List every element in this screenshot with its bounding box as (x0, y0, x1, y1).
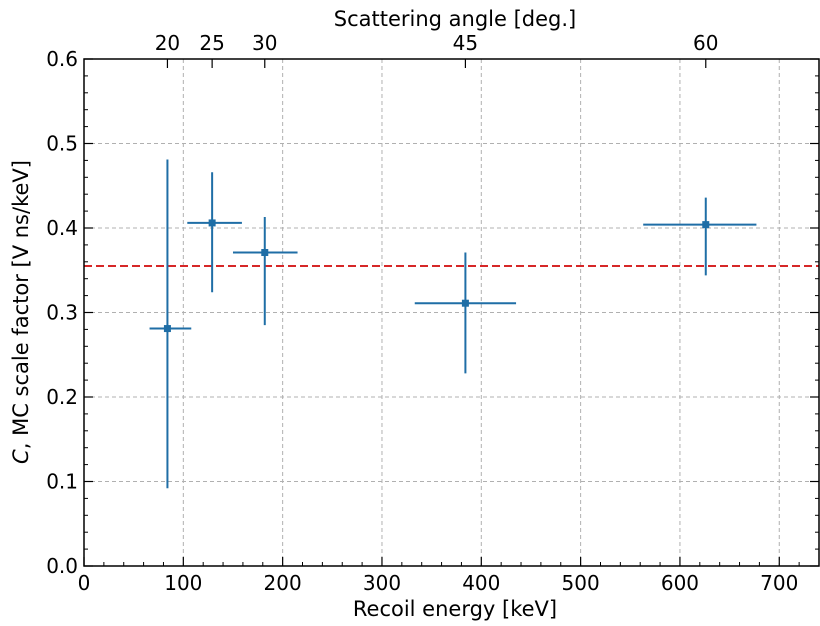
x-tick-label: 600 (661, 571, 699, 595)
top-tick-label: 20 (155, 31, 180, 55)
top-axis-label: Scattering angle [deg.] (334, 7, 577, 31)
x-tick-label: 500 (562, 571, 600, 595)
top-tick-label: 60 (693, 31, 718, 55)
y-tick-label: 0.0 (46, 554, 78, 578)
y-tick-label: 0.4 (46, 216, 78, 240)
x-axis-label: Recoil energy [keV] (353, 597, 557, 621)
data-point (149, 159, 192, 489)
data-point (643, 197, 757, 276)
grid (84, 59, 819, 566)
point-marker (208, 219, 216, 227)
y-axis-label: C, MC scale factor [V ns/keV] (9, 160, 33, 464)
data-point (414, 252, 517, 374)
top-tick-label: 30 (252, 31, 277, 55)
x-tick-label: 0 (78, 571, 91, 595)
x-tick-label: 100 (164, 571, 202, 595)
x-tick-label: 300 (363, 571, 401, 595)
y-axis-label-text: , MC scale factor [V ns/keV] (9, 160, 33, 449)
top-tick-label: 45 (453, 31, 478, 55)
y-tick-label: 0.3 (46, 301, 78, 325)
data-point (232, 217, 298, 326)
tick-labels: 0 100 200 300 400 500 600 700 0.0 0.1 0.2 0.3 0.4 0.5… (46, 31, 798, 595)
y-tick-label: 0.6 (46, 47, 78, 71)
y-axis-label-italic: C (9, 449, 33, 464)
point-marker (702, 221, 710, 229)
point-marker (461, 299, 469, 307)
data-point (187, 172, 242, 293)
data-points (149, 159, 757, 489)
top-tick-label: 25 (199, 31, 224, 55)
y-tick-label: 0.2 (46, 385, 78, 409)
ticks (83, 58, 819, 567)
point-marker (163, 325, 171, 333)
y-tick-label: 0.1 (46, 470, 78, 494)
x-tick-label: 200 (264, 571, 302, 595)
y-tick-label: 0.5 (46, 132, 78, 156)
x-tick-label: 400 (462, 571, 500, 595)
point-marker (261, 249, 269, 257)
x-tick-label: 700 (760, 571, 798, 595)
